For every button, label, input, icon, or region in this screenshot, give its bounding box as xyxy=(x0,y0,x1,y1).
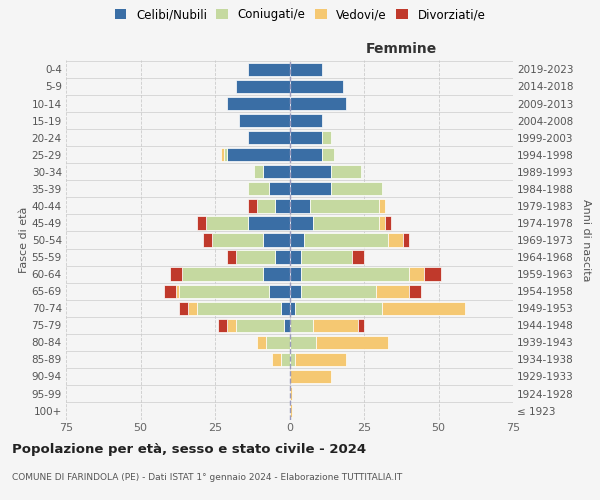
Bar xyxy=(248,199,257,212)
Bar xyxy=(275,250,290,264)
Bar xyxy=(290,97,346,110)
Text: COMUNE DI FARINDOLA (PE) - Dati ISTAT 1° gennaio 2024 - Elaborazione TUTTITALIA.: COMUNE DI FARINDOLA (PE) - Dati ISTAT 1°… xyxy=(12,472,402,482)
Bar xyxy=(221,148,224,162)
Bar xyxy=(275,199,290,212)
Bar xyxy=(263,234,290,246)
Text: Femmine: Femmine xyxy=(365,42,437,56)
Bar xyxy=(290,62,322,76)
Bar xyxy=(263,165,290,178)
Bar xyxy=(379,216,385,230)
Bar xyxy=(290,250,301,264)
Bar xyxy=(290,131,322,144)
Bar xyxy=(290,336,316,349)
Bar xyxy=(290,165,331,178)
Bar xyxy=(290,353,295,366)
Bar xyxy=(290,216,313,230)
Bar xyxy=(257,199,275,212)
Bar xyxy=(281,302,290,315)
Bar xyxy=(322,148,334,162)
Bar xyxy=(227,318,236,332)
Bar xyxy=(376,284,409,298)
Bar xyxy=(227,148,290,162)
Bar xyxy=(176,284,179,298)
Bar xyxy=(212,234,263,246)
Bar xyxy=(269,182,290,196)
Bar xyxy=(248,62,290,76)
Bar xyxy=(290,182,331,196)
Bar xyxy=(290,199,310,212)
Bar xyxy=(352,250,364,264)
Bar xyxy=(304,234,388,246)
Bar xyxy=(331,165,361,178)
Bar xyxy=(301,268,409,281)
Bar xyxy=(179,284,269,298)
Bar xyxy=(290,284,301,298)
Bar xyxy=(269,284,290,298)
Bar xyxy=(313,318,358,332)
Bar xyxy=(263,268,290,281)
Bar xyxy=(385,216,391,230)
Bar xyxy=(206,216,248,230)
Bar xyxy=(322,131,331,144)
Bar xyxy=(290,148,322,162)
Bar xyxy=(290,80,343,93)
Bar xyxy=(179,302,188,315)
Bar xyxy=(301,284,376,298)
Y-axis label: Fasce di età: Fasce di età xyxy=(19,207,29,273)
Bar xyxy=(316,336,388,349)
Bar xyxy=(272,353,281,366)
Bar xyxy=(290,370,331,383)
Bar xyxy=(182,268,263,281)
Bar xyxy=(313,216,379,230)
Y-axis label: Anni di nascita: Anni di nascita xyxy=(581,198,590,281)
Bar xyxy=(379,199,385,212)
Bar xyxy=(295,353,346,366)
Bar xyxy=(382,302,466,315)
Bar xyxy=(290,387,292,400)
Bar xyxy=(236,250,275,264)
Bar xyxy=(248,131,290,144)
Bar xyxy=(409,284,421,298)
Bar xyxy=(331,182,382,196)
Bar xyxy=(301,250,352,264)
Bar xyxy=(248,216,290,230)
Bar xyxy=(227,97,290,110)
Bar xyxy=(236,318,284,332)
Bar xyxy=(197,302,281,315)
Bar xyxy=(290,318,313,332)
Bar xyxy=(170,268,182,281)
Bar xyxy=(197,216,206,230)
Bar xyxy=(290,234,304,246)
Bar xyxy=(266,336,290,349)
Bar xyxy=(290,404,292,417)
Bar xyxy=(257,336,266,349)
Bar xyxy=(254,165,263,178)
Bar xyxy=(290,114,322,127)
Bar xyxy=(248,182,269,196)
Legend: Celibi/Nubili, Coniugati/e, Vedovi/e, Divorziati/e: Celibi/Nubili, Coniugati/e, Vedovi/e, Di… xyxy=(112,6,488,24)
Bar xyxy=(239,114,290,127)
Bar xyxy=(227,250,236,264)
Bar xyxy=(281,353,290,366)
Bar xyxy=(310,199,379,212)
Bar xyxy=(290,302,295,315)
Bar xyxy=(388,234,403,246)
Bar xyxy=(358,318,364,332)
Bar xyxy=(203,234,212,246)
Bar xyxy=(409,268,424,281)
Bar xyxy=(224,148,227,162)
Bar xyxy=(236,80,290,93)
Bar xyxy=(284,318,290,332)
Bar xyxy=(218,318,227,332)
Bar xyxy=(403,234,409,246)
Text: Popolazione per età, sesso e stato civile - 2024: Popolazione per età, sesso e stato civil… xyxy=(12,442,366,456)
Bar xyxy=(188,302,197,315)
Bar xyxy=(295,302,382,315)
Bar xyxy=(424,268,442,281)
Bar xyxy=(290,268,301,281)
Bar xyxy=(164,284,176,298)
